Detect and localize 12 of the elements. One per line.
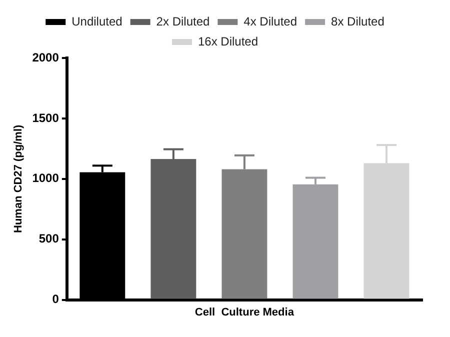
y-tick-label: 1500 (32, 110, 60, 125)
y-tick-label: 0 (52, 292, 60, 306)
legend-label: 4x Diluted (244, 14, 298, 28)
y-tick-label: 500 (38, 232, 60, 246)
legend-label: 8x Diluted (331, 14, 384, 28)
legend-label: Undiluted (72, 14, 122, 28)
y-axis-title: Human CD27 (pg/ml) (12, 124, 25, 233)
y-tick-label: 1000 (32, 171, 60, 186)
legend-label: 2x Diluted (156, 14, 210, 28)
legend-label: 16x Diluted (198, 34, 258, 48)
x-axis-title: Cell Culture Media (194, 306, 295, 318)
y-tick-label: 2000 (32, 50, 60, 64)
